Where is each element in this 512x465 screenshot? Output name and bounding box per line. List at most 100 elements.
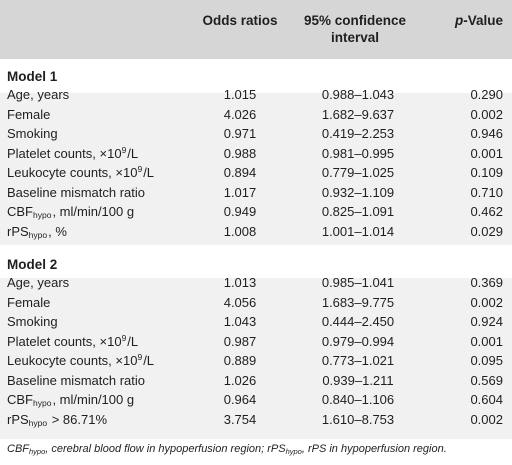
- table-row: Female 4.026 1.682–9.637 0.002: [0, 105, 512, 124]
- confidence-interval-cell: 1.610–8.753: [321, 411, 395, 427]
- table-row: CBFhypo, ml/min/100 g 0.949 0.825–1.091 0.4…: [0, 202, 512, 221]
- p-value-cell: 0.710: [470, 184, 503, 200]
- odds-ratio-cell: 1.017: [223, 184, 257, 200]
- row-label: Platelet counts, ×109/L: [7, 144, 138, 163]
- row-label-suffix: , ml/min/100 g: [52, 204, 135, 219]
- row-label-text: Age, years: [7, 87, 70, 102]
- table-row: Baseline mismatch ratio 1.017 0.932–1.109 0…: [0, 183, 512, 202]
- table-row: Platelet counts, ×109/L 0.987 0.979–0.994 0…: [0, 332, 512, 351]
- p-value-cell: 0.290: [470, 87, 503, 102]
- p-value-cell: 0.001: [470, 145, 503, 161]
- table-row: Smoking 0.971 0.419–2.253 0.946: [0, 124, 512, 143]
- row-label-superscript: 9: [137, 164, 143, 174]
- header-odds-ratios: Odds ratios: [202, 13, 278, 28]
- confidence-interval-cell: 1.683–9.775: [321, 294, 395, 310]
- table-row: Age, years 1.015 0.988–1.043 0.290: [0, 85, 512, 104]
- odds-ratio-cell: 3.754: [223, 411, 257, 427]
- table-row: CBFhypo, ml/min/100 g 0.964 0.840–1.106 0.6…: [0, 390, 512, 409]
- odds-ratio-cell: 0.988: [223, 145, 257, 161]
- header-p-rest: -Value: [463, 13, 503, 28]
- row-label: Age, years: [7, 85, 69, 104]
- table-row: Platelet counts, ×109/L 0.988 0.981–0.995 0…: [0, 144, 512, 163]
- row-label-text: CBF: [7, 392, 33, 407]
- header-p-italic: p: [454, 13, 464, 28]
- table-row: Leukocyte counts, ×109/L 0.894 0.779–1.025…: [0, 163, 512, 182]
- table-row: rPShypo, % 1.008 1.001–1.014 0.029: [0, 222, 512, 241]
- odds-ratio-cell: 4.056: [223, 294, 257, 310]
- row-label: rPShypo, %: [7, 222, 67, 241]
- row-label-text: Smoking: [7, 126, 58, 141]
- model-2-title: Model 2: [7, 257, 58, 272]
- p-value-cell: 0.109: [470, 165, 503, 180]
- row-label: Female: [7, 293, 50, 312]
- p-value-cell: 0.001: [470, 333, 503, 349]
- footnote-part1: CBF: [7, 443, 29, 455]
- row-label: CBFhypo, ml/min/100 g: [7, 202, 134, 221]
- p-value-cell: 0.002: [470, 411, 503, 427]
- row-label-text: Leukocyte counts, ×10: [7, 165, 138, 180]
- odds-ratio-cell: 1.026: [223, 372, 257, 388]
- row-label-text: Baseline mismatch ratio: [7, 184, 145, 200]
- row-label-superscript: 9: [137, 352, 143, 362]
- footnote-sub1: hypo: [29, 447, 46, 456]
- row-label-text: rPS: [7, 223, 29, 239]
- row-label-text: Female: [7, 106, 51, 122]
- p-value-cell: 0.029: [470, 223, 503, 239]
- row-label-superscript: 9: [121, 144, 127, 155]
- p-value-cell: 0.569: [470, 372, 503, 388]
- row-label: Baseline mismatch ratio: [7, 183, 145, 202]
- odds-ratio-cell: 0.987: [223, 333, 257, 349]
- row-label: Leukocyte counts, ×109/L: [7, 351, 154, 370]
- header-ci-line2: interval: [330, 30, 380, 45]
- p-value-cell: 0.095: [470, 353, 503, 368]
- footnote-part2: , cerebral blood flow in hypoperfusion r…: [45, 443, 286, 455]
- confidence-interval-cell: 0.981–0.995: [321, 145, 395, 161]
- p-value-cell: 0.369: [470, 275, 503, 290]
- footnote-sub2: hypo: [285, 447, 302, 456]
- header-p-value: p-Value: [425, 12, 503, 29]
- confidence-interval-cell: 0.419–2.253: [321, 126, 395, 141]
- odds-ratio-cell: 1.008: [223, 223, 257, 239]
- p-value-cell: 0.002: [470, 106, 503, 122]
- row-label-subscript: hypo: [28, 417, 48, 428]
- table-row: Age, years 1.013 0.985–1.041 0.369: [0, 273, 512, 292]
- header-ci-line1: 95% confidence: [303, 13, 407, 28]
- row-label: Age, years: [7, 273, 69, 292]
- row-label: Female: [7, 105, 50, 124]
- confidence-interval-cell: 0.773–1.021: [321, 353, 395, 368]
- table-row: rPShypo > 86.71% 3.754 1.610–8.753 0.002: [0, 410, 512, 429]
- confidence-interval-cell: 0.779–1.025: [321, 165, 395, 180]
- table-row: Smoking 1.043 0.444–2.450 0.924: [0, 312, 512, 331]
- row-label-text: Platelet counts, ×10: [7, 145, 122, 161]
- row-label-text: Baseline mismatch ratio: [7, 372, 145, 388]
- row-label-suffix: , %: [48, 223, 67, 239]
- row-label-suffix: > 86.71%: [48, 411, 108, 427]
- model-1-title: Model 1: [7, 69, 58, 84]
- row-label-text: Smoking: [7, 314, 58, 329]
- row-label-text: Age, years: [7, 275, 70, 290]
- confidence-interval-cell: 1.001–1.014: [321, 223, 395, 239]
- p-value-cell: 0.462: [470, 204, 503, 219]
- table-row: Female 4.056 1.683–9.775 0.002: [0, 293, 512, 312]
- row-label: Smoking: [7, 124, 58, 143]
- row-label: CBFhypo, ml/min/100 g: [7, 390, 134, 409]
- row-label-text: Female: [7, 294, 51, 310]
- row-label-suffix: /L: [127, 333, 139, 349]
- row-label: Leukocyte counts, ×109/L: [7, 163, 154, 182]
- row-label-text: rPS: [7, 411, 29, 427]
- row-label-suffix: /L: [143, 353, 155, 368]
- row-label-subscript: hypo: [33, 210, 52, 220]
- row-label-suffix: /L: [143, 165, 155, 180]
- model-1-band: [0, 92, 512, 246]
- confidence-interval-cell: 1.682–9.637: [321, 106, 395, 122]
- confidence-interval-cell: 0.840–1.106: [321, 392, 395, 407]
- row-label: Smoking: [7, 312, 58, 331]
- row-label: Baseline mismatch ratio: [7, 371, 145, 390]
- row-label: rPShypo > 86.71%: [7, 410, 107, 429]
- row-label-subscript: hypo: [28, 229, 48, 240]
- footnote-part3: , rPS in hypoperfusion region.: [301, 443, 447, 455]
- p-value-cell: 0.946: [470, 126, 503, 141]
- odds-ratio-cell: 0.894: [223, 165, 257, 180]
- odds-ratio-cell: 0.971: [223, 126, 257, 141]
